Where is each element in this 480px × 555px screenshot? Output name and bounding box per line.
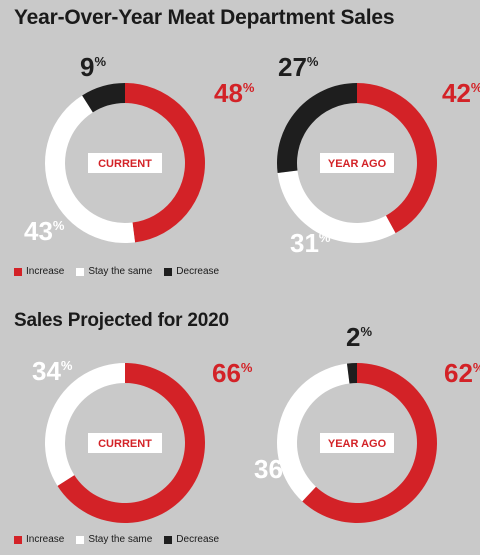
data-label-same: 34% — [32, 356, 73, 386]
legend-swatch-same — [76, 267, 85, 276]
legend-label-same: Stay the same — [88, 534, 153, 545]
data-label-same: 36% — [254, 454, 295, 484]
data-label-decrease: 2% — [346, 322, 372, 352]
center-label: CURRENT — [98, 438, 152, 450]
center-label-box — [320, 433, 394, 453]
legend-label-increase: Increase — [26, 266, 65, 277]
legend: Increase Stay the same Decrease — [14, 266, 231, 277]
legend-2: Increase Stay the same Decrease — [14, 534, 231, 545]
legend-label-decrease: Decrease — [176, 534, 220, 545]
data-label-same: 43% — [24, 216, 65, 246]
legend-swatch-decrease — [164, 535, 173, 544]
donut-slice-decrease — [82, 83, 125, 113]
donut-chart-yearago-2020: YEAR AGO 62% 36% 2% — [254, 322, 480, 523]
legend-item-increase: Increase — [14, 266, 64, 277]
data-label-increase: 42% — [442, 78, 480, 108]
data-label-same: 31% — [290, 228, 331, 258]
donut-slice-increase — [302, 363, 437, 523]
center-label: YEAR AGO — [328, 438, 387, 450]
donut-slice-increase — [125, 83, 205, 243]
donut-slice-same — [44, 95, 136, 243]
center-label-box — [320, 153, 394, 173]
legend-label-decrease: Decrease — [176, 266, 220, 277]
donut-slice-same — [277, 170, 396, 243]
center-label: CURRENT — [98, 158, 152, 170]
data-label-decrease: 9% — [80, 52, 106, 82]
legend-item-same: Stay the same — [76, 534, 152, 545]
section-title-yoy: Year-Over-Year Meat Department Sales — [14, 6, 395, 29]
legend-swatch-decrease — [164, 267, 173, 276]
donut-slice-same — [277, 363, 350, 502]
donut-chart-current-2020: CURRENT 66% 34% — [32, 356, 253, 523]
donut-slice-increase — [357, 83, 437, 234]
legend-item-decrease: Decrease — [164, 266, 219, 277]
data-label-increase: 66% — [212, 358, 253, 388]
legend-item-increase: Increase — [14, 534, 64, 545]
legend-swatch-increase — [14, 535, 22, 544]
legend-item-decrease: Decrease — [164, 534, 219, 545]
donut-slice-decrease — [346, 363, 357, 384]
data-label-increase: 48% — [214, 78, 255, 108]
legend-item-same: Stay the same — [76, 266, 152, 277]
legend-swatch-increase — [14, 267, 22, 276]
donut-chart-yearago-yoy: YEAR AGO 42% 31% 27% — [277, 52, 480, 258]
data-label-increase: 62% — [444, 358, 480, 388]
section-title-2020: Sales Projected for 2020 — [14, 310, 229, 331]
data-label-decrease: 27% — [278, 52, 319, 82]
legend-label-increase: Increase — [26, 534, 65, 545]
legend-swatch-same — [76, 535, 85, 544]
center-label: YEAR AGO — [328, 158, 387, 170]
donut-slice-decrease — [277, 83, 357, 174]
donut-chart-current-yoy: CURRENT 48% 43% 9% — [24, 52, 255, 246]
donut-slice-same — [45, 363, 126, 486]
center-label-box — [88, 153, 162, 173]
legend-label-same: Stay the same — [88, 266, 153, 277]
center-label-box — [88, 433, 162, 453]
